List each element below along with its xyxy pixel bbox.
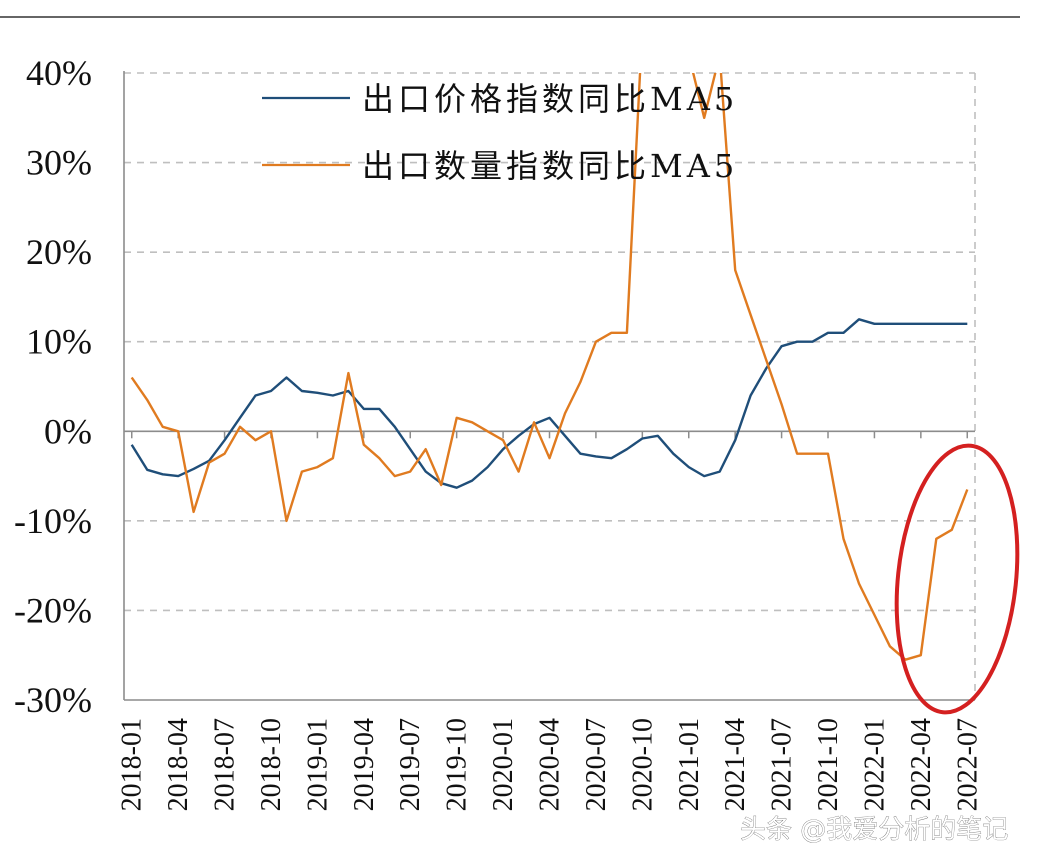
x-tick-label: 2018-04 [163,718,194,811]
x-tick-label: 2022-07 [952,718,983,811]
legend-label-volume: 出口数量指数同比MA5 [362,147,738,185]
x-tick-label: 2022-04 [906,718,937,811]
watermark-text: 头条 @我爱分析的笔记 [740,815,1008,845]
y-tick-label: 20% [26,232,92,272]
x-tick-label: 2022-01 [859,718,890,811]
x-tick-label: 2020-04 [535,718,566,811]
legend: 出口价格指数同比MA5 出口数量指数同比MA5 [262,80,738,185]
x-axis-tick-labels: 2018-01 2018-04 2018-07 2018-10 2019-01 2019-… [117,718,984,811]
x-tick-label: 2019-04 [349,718,380,811]
y-tick-label: 0% [44,411,92,451]
y-tick-label: 40% [26,53,92,93]
x-tick-label: 2020-01 [488,718,519,811]
x-tick-label: 2021-10 [813,718,844,811]
series-lines [130,73,969,661]
y-tick-label: 30% [26,143,92,183]
legend-label-price: 出口价格指数同比MA5 [362,80,738,118]
x-tick-label: 2021-07 [767,718,798,811]
x-tick-label: 2018-01 [117,718,148,811]
series-line-export-volume [130,73,969,661]
axes [123,71,975,701]
x-tick-label: 2019-10 [442,718,473,811]
gridlines [124,72,976,700]
y-tick-label: 10% [26,322,92,362]
y-axis-tick-labels: -30% -20% -10% 0% 10% 20% 30% 40% [14,53,92,720]
x-tick-label: 2020-10 [627,718,658,811]
x-tick-label: 2018-07 [210,718,241,811]
y-tick-label: -10% [14,501,92,541]
x-tick-label: 2021-01 [674,718,705,811]
x-tick-label: 2018-10 [256,718,287,811]
x-tick-label: 2021-04 [720,718,751,811]
highlight-circle-annotation [894,443,1020,715]
y-tick-label: -30% [14,680,92,720]
y-tick-label: -20% [14,590,92,630]
series-line-export-price [130,318,968,489]
x-tick-label: 2020-07 [581,718,612,811]
x-tick-label: 2019-01 [302,718,333,811]
x-tick-label: 2019-07 [395,718,426,811]
